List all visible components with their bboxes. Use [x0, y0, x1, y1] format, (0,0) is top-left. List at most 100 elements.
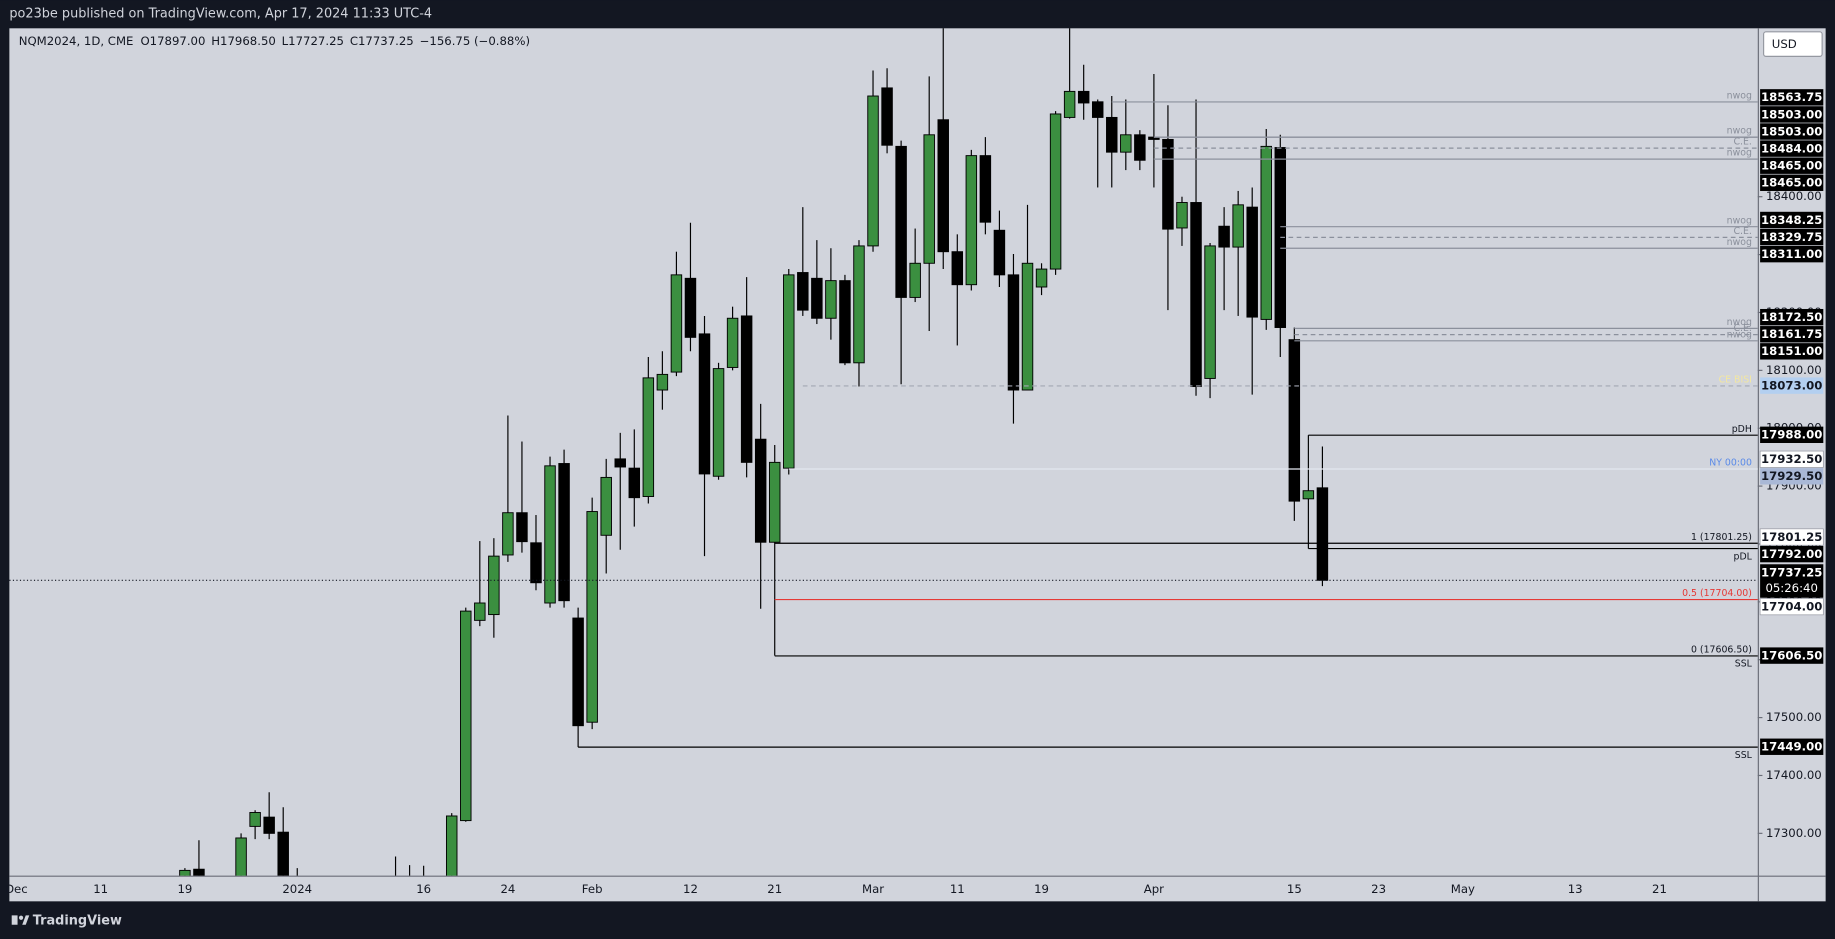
- x-tick-label: 21: [767, 882, 782, 896]
- candle-body: [460, 610, 472, 822]
- close-label: C17737.25: [350, 34, 414, 48]
- price-label: 18161.75: [1761, 327, 1822, 341]
- x-tick-label: 19: [1034, 882, 1049, 896]
- price-label: 18484.00: [1761, 141, 1822, 155]
- candle-body: [1049, 113, 1062, 270]
- candle-body: [445, 815, 458, 876]
- price-label-box: [1760, 106, 1824, 123]
- candle-body: [502, 512, 514, 556]
- price-label: 18151.00: [1761, 344, 1822, 358]
- candle-body: [923, 134, 935, 264]
- candle-body: [1246, 206, 1258, 318]
- price-label: 17449.00: [1761, 740, 1822, 754]
- price-label: 17988.00: [1761, 428, 1822, 442]
- candle-body: [1035, 268, 1048, 288]
- candle-body: [1106, 116, 1118, 153]
- price-label-box: [1760, 426, 1824, 444]
- price-label: 18563.75: [1761, 90, 1822, 104]
- y-tick-label: 18400.00: [1766, 189, 1822, 203]
- price-label-box: [1760, 211, 1824, 229]
- level-tag: SSL: [1735, 659, 1753, 670]
- level-tag: C.E.: [1734, 323, 1752, 334]
- price-label: 17704.00: [1761, 599, 1822, 613]
- candle-body: [839, 280, 851, 364]
- chart-background: [9, 28, 1826, 902]
- candle-body: [909, 262, 921, 298]
- price-label-box: [1760, 157, 1824, 174]
- price-label: 17929.50: [1761, 469, 1822, 483]
- logo-part: [11, 915, 18, 925]
- open-label: O17897.00: [140, 34, 205, 48]
- level-tag: 1 (17801.25): [1691, 532, 1752, 543]
- candle-body: [867, 95, 879, 247]
- x-tick-label: May: [1451, 882, 1475, 896]
- level-tag: nwog: [1727, 317, 1752, 328]
- level-tag: nwog: [1727, 91, 1752, 102]
- level-tag: nwog: [1727, 215, 1752, 226]
- candle-body: [740, 315, 753, 463]
- countdown: 05:26:40: [1765, 581, 1818, 595]
- candle-body: [277, 831, 289, 876]
- candle-body: [488, 555, 500, 616]
- price-axis: 17300.0017400.0017500.0017600.0017700.00…: [1757, 89, 1824, 840]
- plot: [179, 28, 1329, 876]
- candle-body: [768, 461, 781, 543]
- x-tick-label: 19: [177, 882, 192, 896]
- x-tick-label: 12: [683, 882, 698, 896]
- level-tag: CE BISI: [1719, 375, 1752, 386]
- currency-box[interactable]: [1763, 31, 1823, 57]
- y-tick-label: 17400.00: [1766, 768, 1822, 782]
- x-tick-label: 16: [416, 882, 431, 896]
- price-label: 18465.00: [1761, 176, 1822, 190]
- price-label-box: [1760, 123, 1824, 140]
- price-label-box: [1759, 528, 1824, 546]
- x-tick-label: 11: [950, 882, 965, 896]
- candle-body: [1021, 262, 1034, 391]
- high-label: H17968.50: [211, 34, 276, 48]
- change-label: −156.75 (−0.88%): [420, 34, 530, 48]
- price-label: 18503.00: [1761, 124, 1822, 138]
- currency[interactable]: USD: [1772, 37, 1797, 51]
- level-tag: SSL: [1735, 750, 1753, 761]
- candle-body: [1218, 225, 1230, 248]
- level-tag: NY 00:00: [1709, 458, 1752, 469]
- price-label: 18329.75: [1761, 230, 1822, 244]
- candle-body: [1190, 202, 1202, 388]
- price-label: 18311.00: [1761, 247, 1822, 261]
- level-tag: nwog: [1727, 148, 1752, 159]
- legend: NQM2024, 1D, CME O17897.00 H17968.50 L17727…: [19, 34, 530, 48]
- price-label-box: [1760, 245, 1824, 263]
- candle-body: [979, 155, 992, 223]
- price-label: 17801.25: [1761, 530, 1822, 544]
- candle-body: [235, 837, 247, 876]
- y-tick-label: 18100.00: [1766, 363, 1822, 377]
- candle-body: [993, 229, 1006, 276]
- candle-body: [797, 272, 809, 311]
- candle-body: [712, 368, 725, 477]
- x-tick-label: 15: [1287, 882, 1302, 896]
- price-label: 18073.00: [1761, 378, 1822, 392]
- candle-body: [656, 373, 669, 391]
- candle-body: [1302, 490, 1315, 500]
- x-tick-label: 23: [1371, 882, 1386, 896]
- price-label-box: [1759, 598, 1824, 616]
- publisher: po23be published on TradingView.com, Apr…: [9, 7, 432, 22]
- candle-body: [193, 868, 205, 876]
- candle-body: [1091, 101, 1104, 118]
- candle-body: [811, 277, 823, 319]
- x-tick-label: Mar: [862, 882, 884, 896]
- price-label-box: [1760, 174, 1824, 191]
- candle-body: [179, 869, 191, 876]
- level-tag: 0 (17606.50): [1691, 645, 1752, 656]
- candle-body: [937, 119, 949, 253]
- candle-body: [951, 251, 964, 286]
- candle-body: [474, 602, 486, 621]
- price-label-box: [1760, 738, 1824, 755]
- candle-body: [530, 542, 542, 584]
- price-label: 18465.00: [1761, 159, 1822, 173]
- price-label: 18348.25: [1761, 213, 1822, 227]
- x-tick-label: Dec: [5, 882, 28, 896]
- price-label: 17932.50: [1761, 452, 1822, 466]
- level-tag: nwog: [1727, 237, 1752, 248]
